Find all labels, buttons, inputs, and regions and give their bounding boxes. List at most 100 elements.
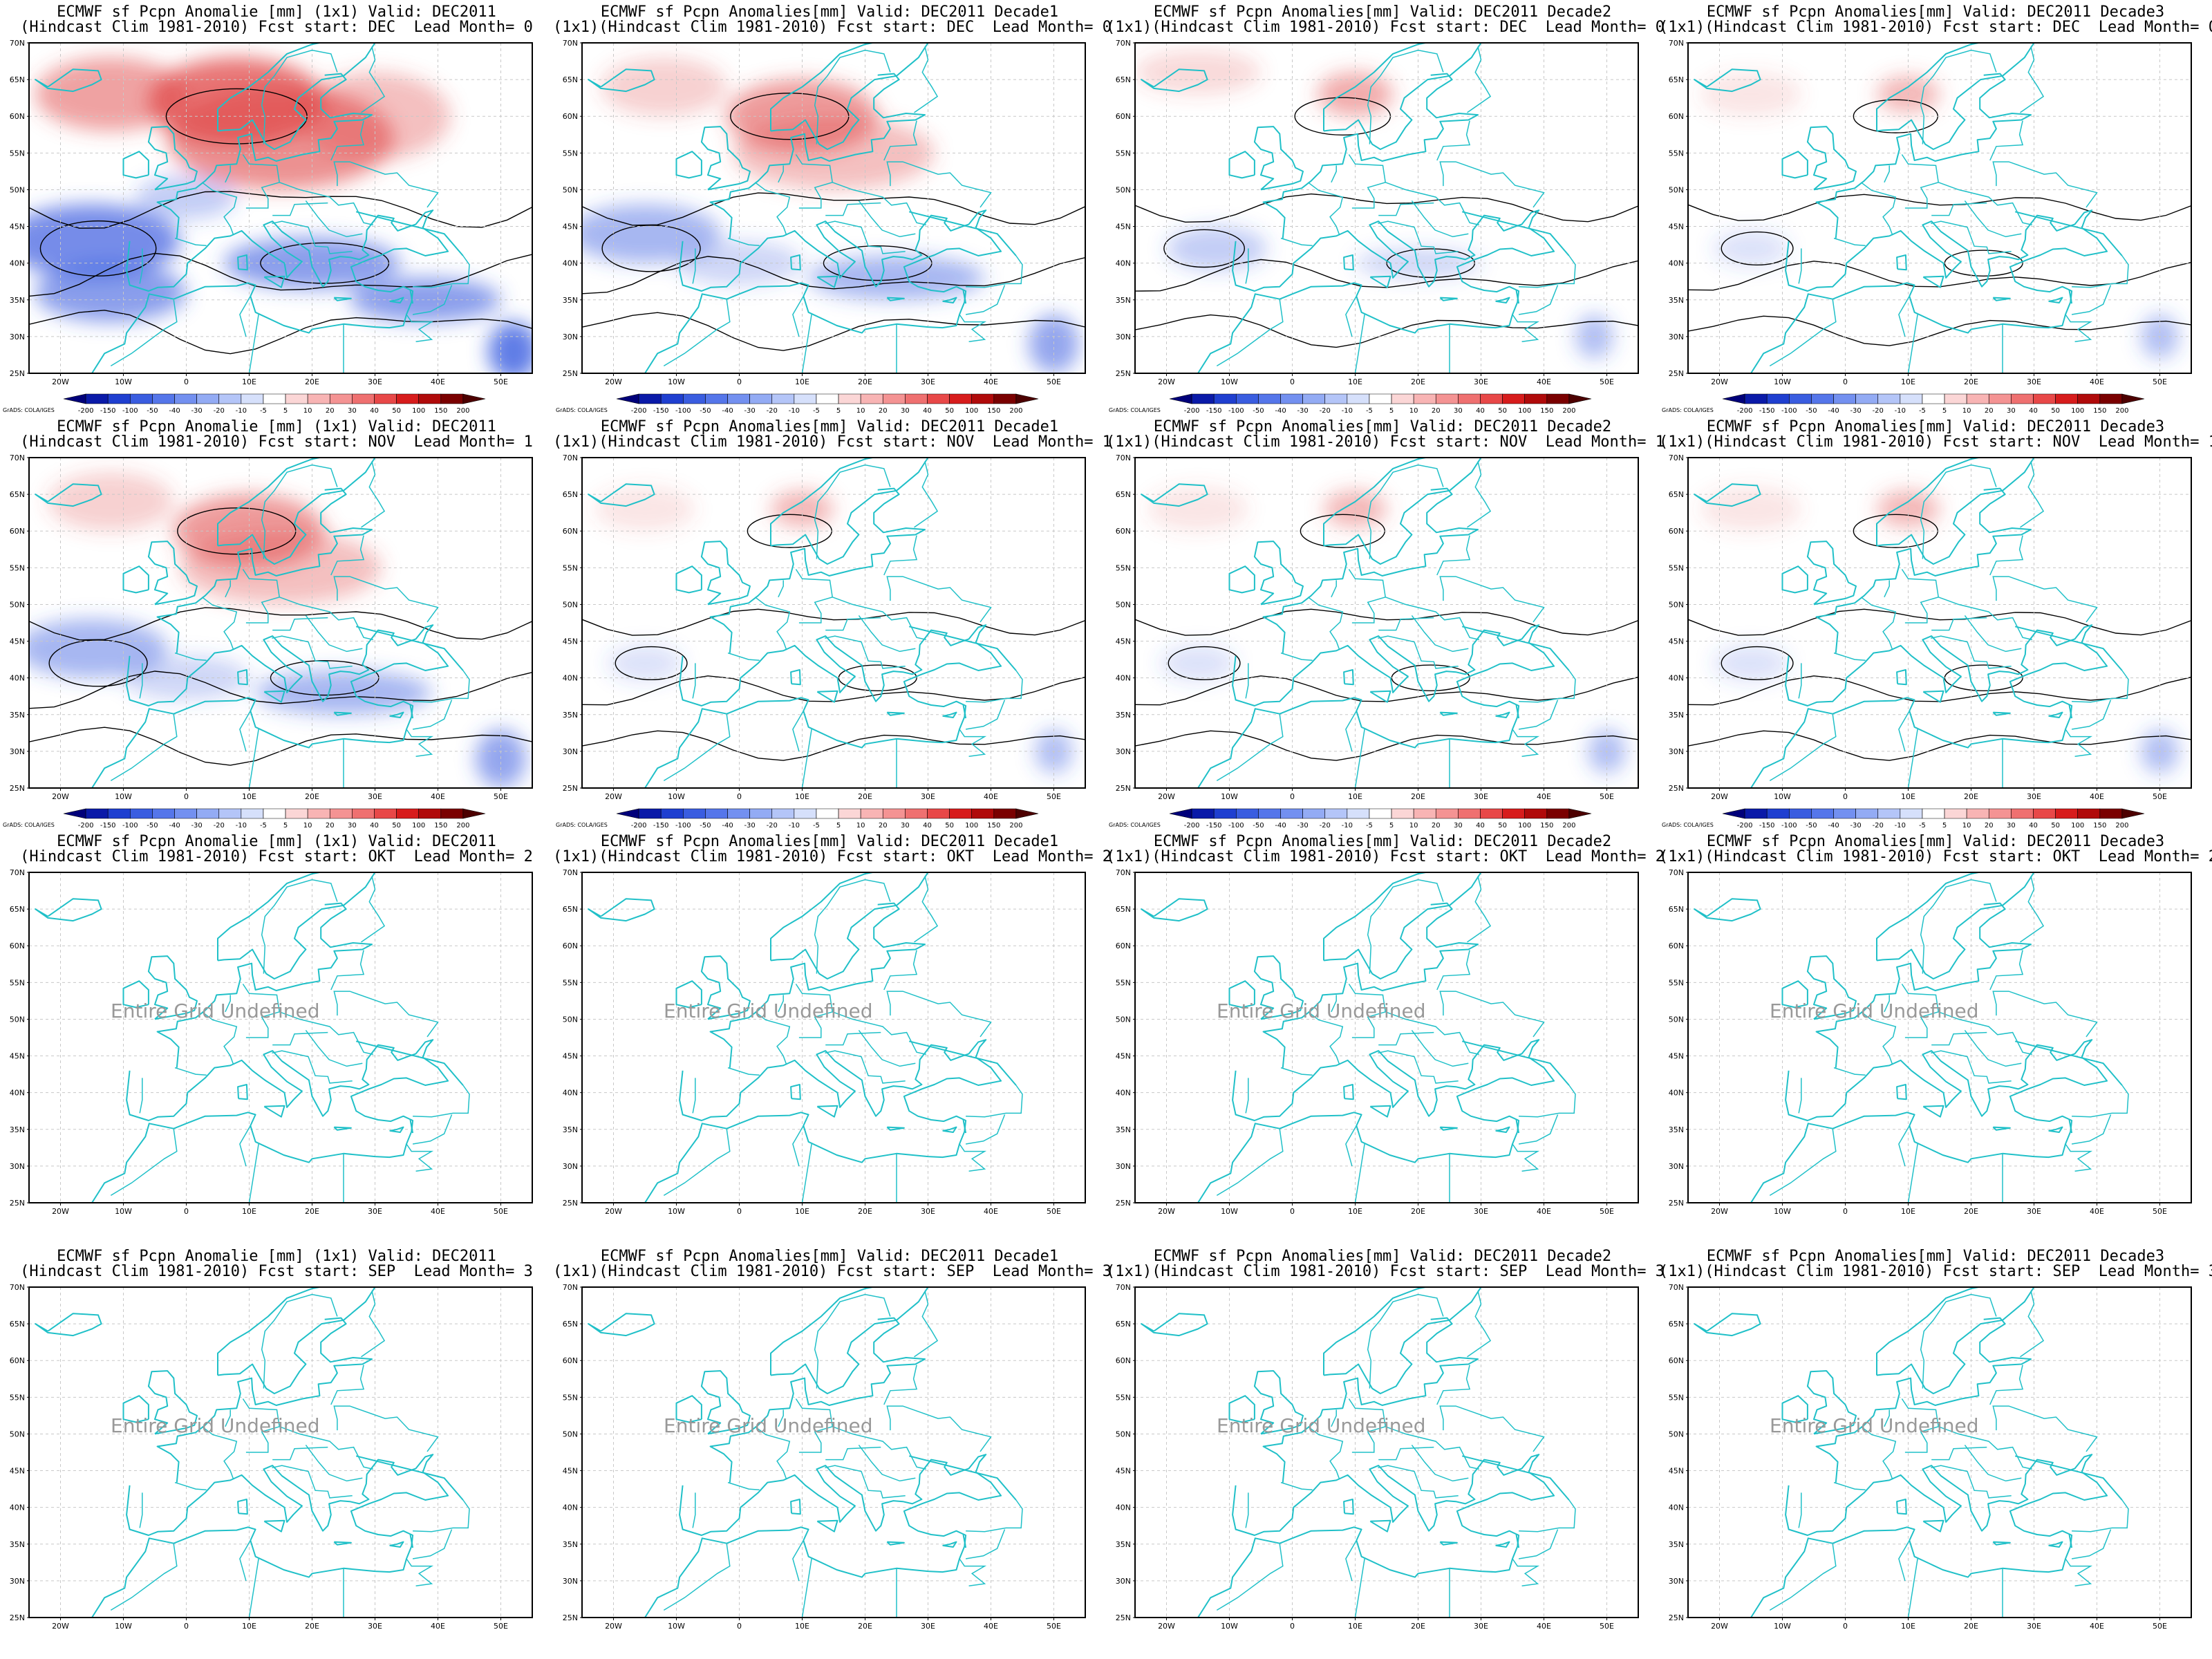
lat-tick-label: 45N [1669, 223, 1684, 232]
negative-anomaly-area [488, 321, 532, 373]
negative-anomaly-area [255, 671, 432, 715]
coastline [1922, 690, 1944, 703]
coastline [1992, 711, 2011, 716]
lat-tick-label: 25N [563, 1613, 578, 1622]
coastline [237, 1084, 248, 1100]
lon-tick-label: 10W [668, 1207, 685, 1216]
undefined-grid-message: Entire Grid Undefined [664, 1000, 873, 1022]
country-border [2071, 700, 2112, 730]
lon-tick-label: 30E [368, 792, 382, 801]
lon-tick-label: 40E [431, 792, 445, 801]
colorbar-swatch [838, 808, 861, 819]
colorbar-label: -50 [700, 407, 711, 415]
coastline [962, 704, 967, 719]
country-border [174, 1067, 207, 1076]
country-border [201, 1011, 238, 1065]
country-border [248, 729, 259, 788]
lon-tick-label: 40E [984, 1207, 998, 1216]
country-border [2065, 729, 2093, 758]
country-border [886, 1405, 992, 1452]
lon-tick-label: 20W [605, 1622, 622, 1631]
lon-tick-label: 10W [115, 1207, 132, 1216]
lat-tick-label: 35N [1669, 1540, 1684, 1549]
lat-tick-label: 30N [563, 1162, 578, 1171]
lon-tick-label: 50E [2153, 1622, 2167, 1631]
lat-tick-label: 60N [563, 1356, 578, 1365]
colorbar-swatch [927, 808, 950, 819]
lat-tick-label: 70N [563, 1283, 578, 1292]
lon-tick-label: 10W [1774, 792, 1791, 801]
country-border [1307, 1426, 1344, 1480]
colorbar-swatch [971, 393, 995, 404]
lon-tick-label: 0 [737, 792, 742, 801]
colorbar-swatch [462, 808, 486, 819]
negative-anomaly-area [29, 619, 168, 678]
colorbar-label: -100 [1781, 822, 1797, 830]
country-border [174, 652, 207, 661]
negative-anomaly-area [1713, 229, 1789, 267]
lat-tick-label: 55N [563, 1393, 578, 1402]
colorbar-swatch [1480, 393, 1503, 404]
country-border [778, 165, 784, 183]
colorbar-label: -5 [1366, 822, 1373, 830]
coastline [1694, 483, 1761, 507]
country-border [1307, 1011, 1344, 1065]
coastline [1992, 1126, 2011, 1131]
country-border [2020, 46, 2045, 113]
coastline [355, 211, 464, 256]
lon-tick-label: 30E [1474, 1207, 1488, 1216]
colorbar-label: 100 [965, 822, 978, 830]
country-border [754, 182, 791, 236]
country-border [242, 154, 281, 209]
country-border [801, 729, 812, 788]
colorbar: -200 -150 -100 -50 -40 -30 -20 -10 -5 5 10 20 30 40 50… [1722, 393, 2145, 415]
lat-tick-label: 25N [563, 1199, 578, 1208]
lon-tick-label: 20E [305, 792, 319, 801]
coastline [263, 1105, 285, 1118]
country-border [406, 729, 434, 758]
country-border [814, 464, 891, 559]
lat-tick-label: 40N [1116, 1089, 1131, 1098]
colorbar-swatch [1811, 808, 1834, 819]
coastline [122, 151, 149, 179]
country-border [692, 663, 696, 699]
colorbar-label: 100 [2071, 407, 2084, 415]
country-border [1280, 652, 1313, 661]
contour-line [601, 225, 701, 272]
lon-tick-label: 50E [1047, 1622, 1061, 1631]
country-border [1436, 950, 1471, 991]
coastline [355, 1040, 464, 1086]
country-border [225, 580, 231, 598]
country-border [239, 1125, 251, 1167]
lon-tick-label: 10W [668, 792, 685, 801]
coastline [35, 898, 102, 922]
coastline [1262, 487, 1479, 653]
positive-anomaly-area [1147, 487, 1248, 532]
lat-tick-label: 55N [10, 563, 25, 572]
country-border [139, 1078, 143, 1114]
lon-tick-label: 50E [1047, 792, 1061, 801]
country-border [692, 1492, 696, 1528]
colorbar-label: 20 [1432, 407, 1441, 415]
lat-tick-label: 45N [563, 1052, 578, 1061]
coastline [1228, 565, 1255, 594]
country-border [1798, 1078, 1802, 1114]
lon-tick-label: 20E [858, 1207, 872, 1216]
panel-title: ECMWF sf Pcpn Anomalie [mm] (1x1) Valid:… [57, 833, 496, 850]
country-border [965, 1114, 1006, 1145]
colorbar-swatch [2077, 808, 2101, 819]
contour-line [48, 639, 148, 687]
country-border [754, 597, 791, 650]
country-border [1798, 248, 1802, 284]
coastline [1141, 483, 1208, 507]
colorbar-swatch [1302, 393, 1326, 404]
country-border [361, 46, 386, 113]
country-border [825, 1465, 906, 1499]
panel-subtitle: (1x1)(Hindcast Clim 1981-2010) Fcst star… [1106, 1263, 1665, 1280]
country-border [330, 120, 365, 161]
lat-tick-label: 30N [1669, 747, 1684, 756]
lat-tick-label: 40N [563, 1503, 578, 1512]
lat-tick-label: 35N [563, 1125, 578, 1134]
map-panel: 70N 65N 60N 55N 50N 45N 40N 35N 30N 25N 20W 10W 0 10E… [553, 0, 1112, 415]
country-border [814, 49, 891, 144]
